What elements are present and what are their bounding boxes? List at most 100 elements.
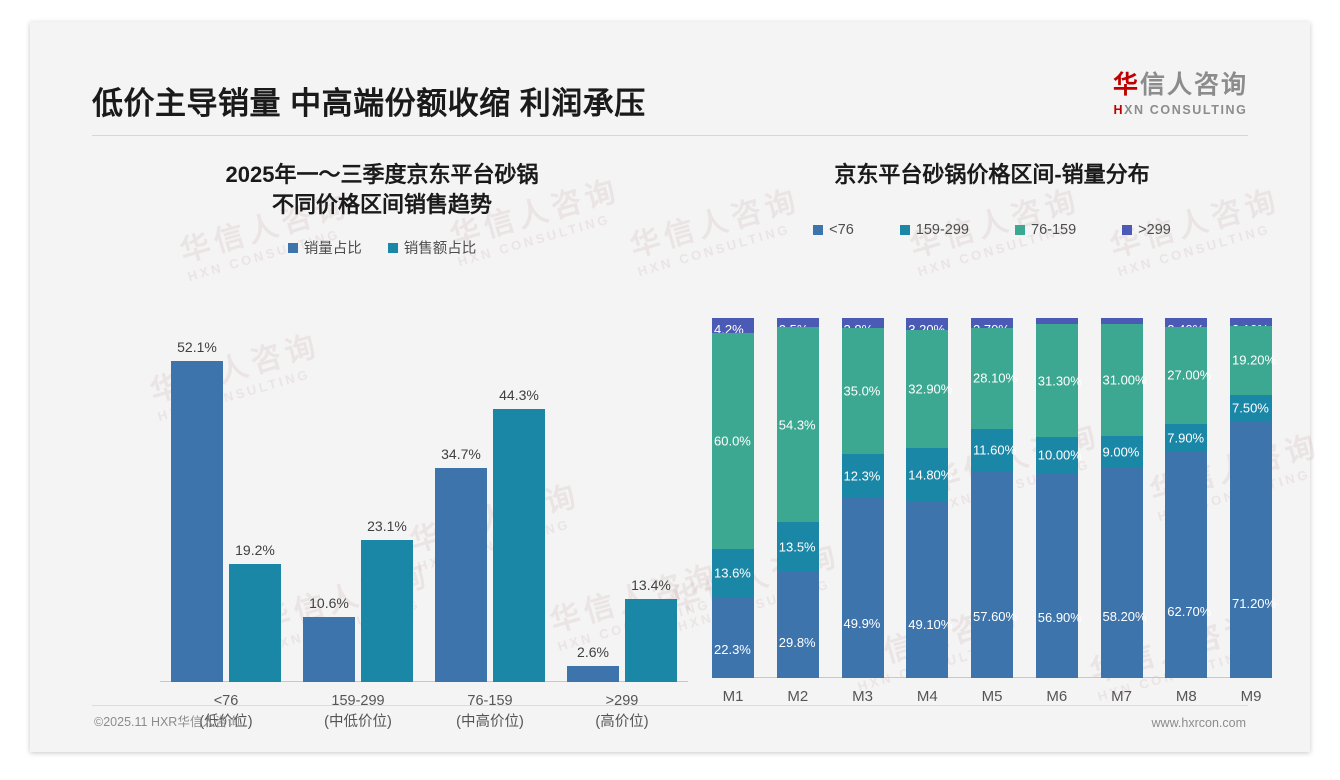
right-chart-legend-item-3[interactable]: >299 <box>1122 222 1171 238</box>
right-chart-legend-item-2[interactable]: 76-159 <box>1015 222 1076 238</box>
stack-segment-<76-M5: 57.60% <box>971 470 1017 678</box>
stack-segment-<76-M9: 71.20% <box>1230 421 1276 678</box>
bar-销量占比->299[interactable]: 2.6% <box>567 644 619 682</box>
bar-value-label: 2.6% <box>577 643 609 660</box>
left-chart-plot-area: 52.1% 19.2% <76 (低价位) 10.6% 23.1% 159-299 (中低价位… <box>160 312 688 730</box>
logo-en-first-char: H <box>1113 102 1125 117</box>
stacked-bar-M4[interactable]: 3.20% 32.90% 14.80% 49.10% M4 <box>906 318 952 705</box>
legend-swatch-icon <box>899 224 910 235</box>
stack-segment-76-159-M3: 35.0% <box>841 328 884 455</box>
bar-value-label: 19.2% <box>235 541 275 558</box>
stack-segment-label: 56.90% <box>1037 609 1082 625</box>
right-chart-legend-label: 76-159 <box>1031 221 1077 238</box>
x-axis-label-sub: (低价位) <box>199 714 253 731</box>
stack-segment-<76-M8: 62.70% <box>1165 452 1211 678</box>
left-chart-legend-label: 销售额占比 <box>403 241 477 258</box>
right-chart-legend-item-1[interactable]: 159-299 <box>899 221 969 238</box>
stack-segment->299-M5: 2.70% <box>971 318 1013 337</box>
stack-segment-<76-M4: 49.10% <box>906 501 952 678</box>
stacked-bar-M8[interactable]: 2.40% 27.00% 7.90% 62.70% M8 <box>1165 318 1211 705</box>
stacked-bar-M6[interactable]: 1.80%31.30%10.00%56.90%M6 <box>1035 318 1082 705</box>
left-chart-legend-item-1[interactable]: 销售额占比 <box>387 237 477 258</box>
bar-value-label: 52.1% <box>177 338 217 355</box>
left-chart-legend-label: 销量占比 <box>303 241 362 258</box>
bar-销售额占比-76-159[interactable]: 44.3% <box>493 387 545 682</box>
stack-segment->299-M4: 3.20% <box>906 318 949 337</box>
stack-segment-<76-M3: 49.9% <box>841 498 884 678</box>
x-axis-label-M8: M8 <box>1175 688 1197 705</box>
bar-fill <box>435 468 487 682</box>
stack-segment-label: 62.70% <box>1167 604 1212 620</box>
bar-value-label: 13.4% <box>631 577 671 594</box>
x-axis-label-M5: M5 <box>981 688 1003 705</box>
left-chart-x-axis-line <box>160 681 688 682</box>
stack-segment-159-299-M9: 7.50% <box>1230 394 1272 422</box>
stack-segment-label: 58.20% <box>1102 608 1147 624</box>
stack-segment-159-299-M3: 12.3% <box>841 454 884 499</box>
bar-group-76-159: 34.7% 44.3% 76-159 (中高价位) <box>424 312 556 730</box>
left-chart-legend-item-0[interactable]: 销量占比 <box>287 237 362 258</box>
header-divider <box>92 135 1248 136</box>
bar-value-label: 23.1% <box>367 517 407 534</box>
stack-segment-159-299-M2: 13.5% <box>776 522 819 571</box>
stack-segment->299-M3: 2.8% <box>841 318 884 337</box>
stack-segment-76-159-M2: 54.3% <box>776 326 819 523</box>
x-axis-label-M6: M6 <box>1046 688 1068 705</box>
page-title: 低价主导销量 中高端份额收缩 利润承压 <box>92 86 646 121</box>
bar-销售额占比-<76[interactable]: 19.2% <box>229 542 281 682</box>
x-axis-label-M1: M1 <box>722 688 744 705</box>
stack-segment-<76-M2: 29.8% <box>776 570 819 678</box>
stack-segment-76-159-M8: 27.00% <box>1165 326 1211 424</box>
bar-销量占比-76-159[interactable]: 34.7% <box>435 446 487 682</box>
bar-fill <box>171 360 223 682</box>
stack-segment-76-159-M6: 31.30% <box>1035 324 1082 438</box>
stack-segment-label: 13.5% <box>778 539 816 555</box>
bar-fill <box>567 665 619 682</box>
stack-segment-label: 49.10% <box>908 617 953 633</box>
stack-segment-label: 13.6% <box>714 565 751 581</box>
chart-panel-right: 京东平台砂锅价格区间-销量分布 <76 159-299 76-159 >299 4.2… <box>696 140 1288 705</box>
stacked-bar-M1[interactable]: 4.2% 60.0% 13.6% 22.3% M1 <box>712 318 754 705</box>
stack-segment-label: 14.80% <box>908 467 953 483</box>
stack-segment-76-159-M7: 31.00% <box>1100 324 1147 437</box>
x-axis-label-main: 159-299 <box>331 693 385 709</box>
x-axis-label-159-299: 159-299 (中低价位) <box>292 691 424 733</box>
bar-销量占比-<76[interactable]: 52.1% <box>171 339 223 682</box>
right-chart-legend-label: 159-299 <box>915 221 969 238</box>
stack-segment-label: 31.30% <box>1037 373 1082 389</box>
stack-segment->299-M1: 4.2% <box>712 318 754 337</box>
stacked-bar-M2[interactable]: 2.5% 54.3% 13.5% 29.8% M2 <box>776 318 819 705</box>
stack-segment-label: 49.9% <box>843 616 881 632</box>
stacked-bar-M3[interactable]: 2.8% 35.0% 12.3% 49.9% M3 <box>841 318 884 705</box>
bar-销售额占比-159-299[interactable]: 23.1% <box>361 518 413 682</box>
stack-segment-label: 19.20% <box>1232 352 1277 368</box>
stack-segment-label: 10.00% <box>1037 447 1082 463</box>
stack-segment-159-299-M7: 9.00% <box>1100 436 1143 469</box>
stacked-bar-M7[interactable]: 1.80%31.00%9.00%58.20%M7 <box>1100 318 1147 705</box>
stacked-bar-M9[interactable]: 2.10% 19.20% 7.50% 71.20% M9 <box>1230 318 1276 705</box>
logo-cn-rest: 信人咨询 <box>1139 71 1248 99</box>
bar-fill <box>229 563 281 682</box>
stack-segment->299-M8: 2.40% <box>1165 318 1208 337</box>
stack-segment-76-159-M9: 19.20% <box>1230 325 1276 395</box>
legend-swatch-icon <box>387 242 398 253</box>
stack-segment-159-299-M8: 7.90% <box>1165 423 1208 453</box>
x-axis-label-main: <76 <box>213 693 239 709</box>
stack-segment->299-M2: 2.5% <box>776 318 819 337</box>
bar-销售额占比->299[interactable]: 13.4% <box>625 577 677 682</box>
stack-segment-label: 22.3% <box>714 642 751 658</box>
stack-segment-label: 7.90% <box>1167 430 1205 446</box>
x-axis-label-M7: M7 <box>1111 688 1132 705</box>
stacked-bar-M5[interactable]: 2.70% 28.10% 11.60% 57.60% M5 <box>971 318 1017 705</box>
x-axis-label-M2: M2 <box>787 688 809 705</box>
bar-group-159-299: 10.6% 23.1% 159-299 (中低价位) <box>292 312 424 730</box>
bar-group->299: 2.6% 13.4% >299 (高价位) <box>556 312 688 730</box>
stack-segment-159-299-M1: 13.6% <box>712 548 754 598</box>
right-chart-title: 京东平台砂锅价格区间-销量分布 <box>834 162 1150 187</box>
stack-segment-label: 35.0% <box>843 383 881 399</box>
company-logo: 华信人咨询 HXN CONSULTING <box>1113 71 1248 117</box>
right-chart-legend-item-0[interactable]: <76 <box>813 222 854 238</box>
logo-english-text: HXN CONSULTING <box>1113 103 1248 117</box>
slide-canvas: 低价主导销量 中高端份额收缩 利润承压 华信人咨询 HXN CONSULTING… <box>30 22 1324 752</box>
bar-销量占比-159-299[interactable]: 10.6% <box>303 595 355 682</box>
